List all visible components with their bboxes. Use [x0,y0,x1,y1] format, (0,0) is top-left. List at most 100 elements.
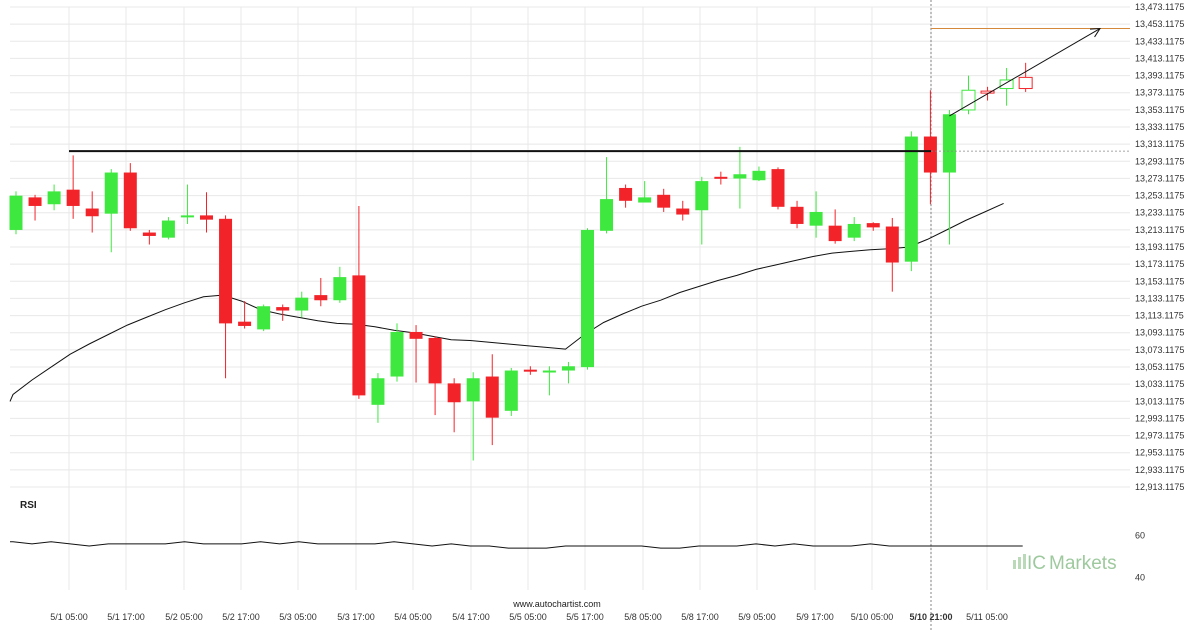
candle-body [485,376,499,418]
projection-arrow-line [949,28,1101,117]
candle-body [161,220,175,238]
rsi-tick-label: 40 [1135,573,1145,583]
y-tick-label: 13,113.1175 [1135,311,1184,321]
y-tick-label: 13,033.1175 [1135,379,1184,389]
y-tick-label: 13,013.1175 [1135,396,1184,406]
projection-arrow-head [1089,27,1101,38]
candle-body [504,370,518,411]
candle-body [714,176,728,179]
y-tick-label: 13,233.1175 [1135,208,1184,218]
candle-body [66,189,80,206]
candle-body [980,90,995,94]
x-tick-label-current: 5/10 21:00 [909,612,952,622]
candle-body [28,197,42,206]
candle-body [923,136,937,173]
candle-body [695,181,709,211]
brand-bar-icon [1023,554,1026,569]
candle-body [333,277,347,301]
candles-layer [9,62,1033,461]
candle-body [295,297,309,311]
moving-average-layer [9,202,1004,402]
y-tick-label: 13,353.1175 [1135,105,1184,115]
candle-body [828,225,842,242]
y-tick-label: 13,313.1175 [1135,139,1184,149]
candle-body [1018,76,1033,90]
candle-body [561,366,575,371]
rsi-tick-label: 60 [1135,531,1145,541]
y-tick-label: 13,333.1175 [1135,122,1184,132]
candle-body [999,79,1014,90]
candle-body [219,218,233,324]
x-tick-label: 5/9 17:00 [796,612,834,622]
candle-body [771,169,785,207]
price-axis: 13,473.1175 13,453.1175 13,433.1175 13,413.… [1135,2,1184,492]
candle-body [885,226,899,263]
x-tick-label: 5/10 05:00 [851,612,894,622]
y-tick-label: 13,133.1175 [1135,293,1184,303]
candle-body [581,229,594,368]
brand-bar-icon [1013,560,1016,569]
levels-layer [69,27,1130,153]
x-tick-label: 5/8 05:00 [624,612,662,622]
candle-body [523,369,537,372]
candle-body [638,197,652,203]
x-tick-label: 5/4 05:00 [394,612,432,622]
rsi-panel: RSI 60 40 [10,500,1145,583]
candle-body [657,194,671,208]
grid [10,0,1130,630]
candle-body [85,208,99,217]
y-tick-label: 13,413.1175 [1135,53,1184,63]
candle-body [904,136,918,262]
candle-body [619,187,633,201]
candle-body [752,170,766,181]
candle-body [238,321,252,326]
candle-body [942,114,956,173]
candle-body [352,275,366,396]
candle-body [428,337,442,384]
candle-body [733,174,747,179]
brand-bar-icon [1018,557,1021,569]
x-tick-label: 5/2 05:00 [165,612,203,622]
brand-logo: IC Markets [1013,553,1117,574]
x-tick-label: 5/2 17:00 [222,612,260,622]
y-tick-label: 13,373.1175 [1135,88,1184,98]
candle-body [847,223,861,238]
y-tick-label: 12,973.1175 [1135,431,1184,441]
y-tick-label: 13,393.1175 [1135,71,1184,81]
source-credit: www.autochartist.com [512,599,601,609]
y-tick-label: 13,473.1175 [1135,2,1184,12]
candle-body [447,383,461,403]
rsi-label: RSI [20,500,37,511]
candle-body [809,211,823,226]
candle-body [409,331,423,339]
candle-body [47,191,61,205]
x-tick-label: 5/1 05:00 [50,612,88,622]
brand-name: Markets [1049,553,1117,574]
y-tick-label: 13,213.1175 [1135,225,1184,235]
y-tick-label: 13,273.1175 [1135,173,1184,183]
y-tick-label: 13,093.1175 [1135,328,1184,338]
x-tick-label: 5/1 17:00 [107,612,145,622]
y-tick-label: 12,993.1175 [1135,413,1184,423]
x-tick-label: 5/8 17:00 [681,612,719,622]
candle-body [961,89,976,111]
candle-body [276,307,290,311]
candle-body [466,378,480,402]
x-tick-label: 5/4 17:00 [452,612,490,622]
candle-body [866,223,880,228]
candle-body [9,195,23,230]
candle-body [676,208,690,215]
y-tick-label: 13,073.1175 [1135,345,1184,355]
rsi-line [10,541,1023,549]
y-tick-label: 12,953.1175 [1135,448,1184,458]
candle-body [790,206,804,224]
candle-body [257,306,271,330]
y-tick-label: 13,053.1175 [1135,362,1184,372]
y-tick-label: 12,913.1175 [1135,482,1184,492]
candle-body [600,199,614,231]
moving-average-line [9,202,1004,402]
brand-prefix: IC [1027,553,1046,574]
candle-body [542,370,556,373]
